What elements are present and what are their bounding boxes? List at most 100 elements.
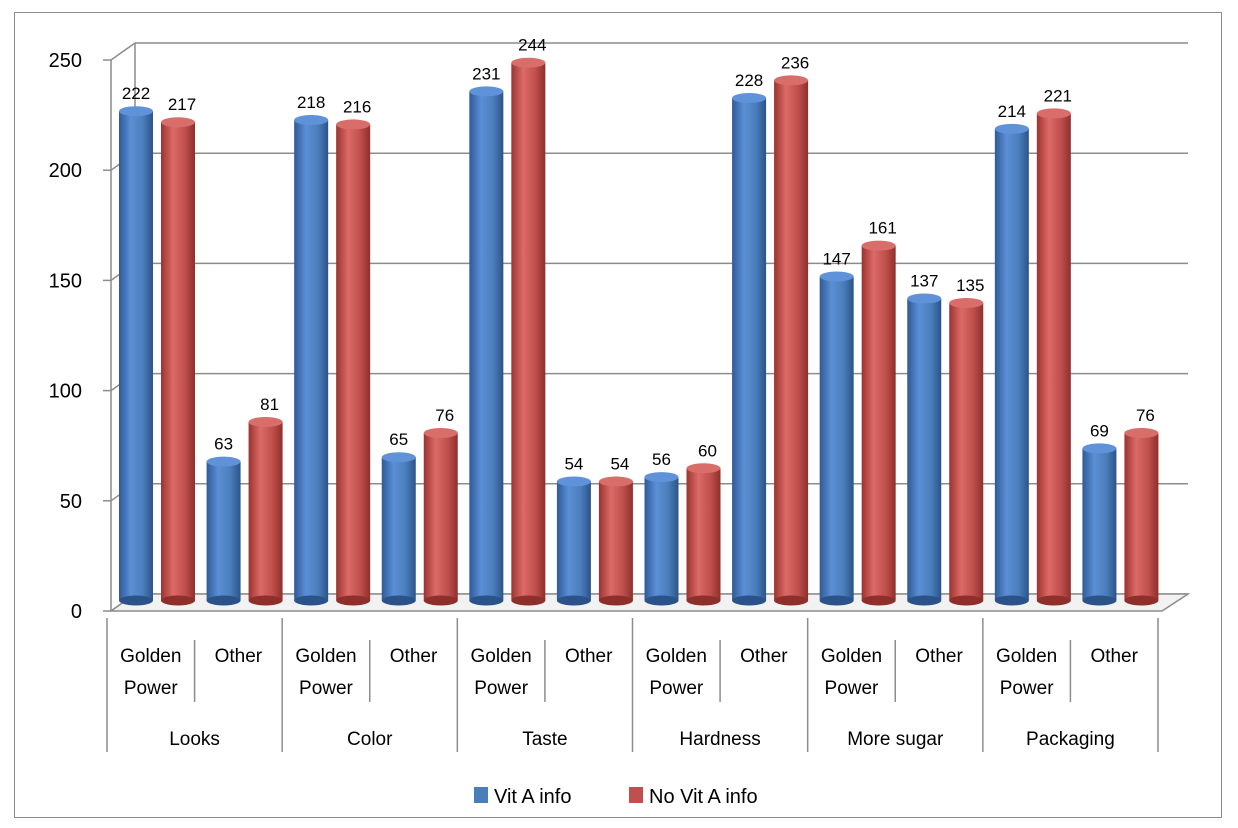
category-label: Looks	[169, 729, 220, 750]
bar-vit-a-info-cap	[1082, 443, 1117, 454]
data-label-no-vit-a-info: 54	[610, 454, 629, 473]
data-label-no-vit-a-info: 81	[260, 395, 279, 414]
bar-vit-a-info-base	[994, 595, 1029, 606]
data-label-vit-a-info: 137	[910, 272, 938, 291]
bar-no-vit-a-info-cap	[336, 119, 371, 130]
y-tick-label: 100	[49, 381, 82, 403]
data-label-vit-a-info: 56	[652, 450, 671, 469]
bar-vit-a-info-cap	[119, 106, 153, 117]
bar-no-vit-a-info-base	[336, 595, 371, 606]
data-labels: 222 217 63 81 218 216 65 76 231 244 54 54 56 60 228 236…	[122, 36, 1155, 474]
data-label-no-vit-a-info: 60	[698, 441, 717, 460]
y-tick-label: 150	[49, 270, 82, 292]
bar-vit-a-info	[1082, 443, 1117, 606]
bar-no-vit-a-info	[686, 463, 721, 606]
data-label-no-vit-a-info: 76	[1136, 406, 1155, 425]
bar-vit-a-info	[994, 123, 1029, 606]
bar-vit-a-info-base	[1082, 595, 1117, 606]
bar-vit-a-info-base	[907, 595, 942, 606]
category-axis-labels: Golden Power Other Looks Golden Power Other Col…	[106, 618, 1159, 752]
subcategory-label: Other	[215, 646, 263, 667]
subcategory-label: Golden	[470, 646, 531, 667]
bar-no-vit-a-info	[949, 297, 984, 606]
legend-label: Vit A info	[494, 786, 571, 808]
bar-no-vit-a-info	[861, 240, 896, 606]
data-label-vit-a-info: 222	[122, 84, 150, 103]
bar-vit-a-info-base	[644, 595, 679, 606]
bar-no-vit-a-info-base	[861, 595, 896, 606]
data-label-no-vit-a-info: 216	[343, 97, 371, 116]
bar-vit-a-info	[907, 293, 942, 606]
bar-vit-a-info	[119, 106, 153, 606]
bar-vit-a-info-cap	[469, 86, 504, 97]
bar-no-vit-a-info-cap	[598, 476, 633, 487]
bar-no-vit-a-info-body	[161, 122, 195, 601]
bar-no-vit-a-info-cap	[686, 463, 721, 474]
data-label-vit-a-info: 228	[735, 71, 763, 90]
bar-vit-a-info	[644, 472, 679, 606]
bar-no-vit-a-info-base	[949, 595, 984, 606]
bar-no-vit-a-info-cap	[949, 297, 984, 308]
bar-vit-a-info-base	[294, 595, 329, 606]
subcategory-label: Power	[474, 678, 529, 699]
legend-swatch	[629, 787, 643, 803]
y-tick-label: 0	[71, 601, 82, 623]
bar-vit-a-info	[206, 456, 241, 606]
bar-vit-a-info	[294, 115, 329, 606]
category-label: Color	[347, 729, 393, 750]
bar-vit-a-info-base	[381, 595, 416, 606]
bar-vit-a-info	[469, 86, 504, 606]
bar-no-vit-a-info	[161, 117, 195, 606]
data-label-vit-a-info: 69	[1090, 421, 1109, 440]
data-label-no-vit-a-info: 217	[168, 95, 196, 114]
subcategory-label: Golden	[996, 646, 1057, 667]
subcategory-label: Golden	[821, 646, 882, 667]
bar-no-vit-a-info-cap	[423, 427, 458, 438]
bar-vit-a-info-body	[994, 128, 1029, 601]
bar-vit-a-info-cap	[907, 293, 942, 304]
subcategory-label: Power	[299, 678, 354, 699]
bar-vit-a-info-base	[119, 595, 153, 606]
subcategory-label: Power	[1000, 678, 1055, 699]
bar-no-vit-a-info-cap	[774, 75, 809, 86]
bar-vit-a-info	[381, 452, 416, 606]
subcategory-label: Other	[740, 646, 788, 667]
bar-no-vit-a-info-body	[598, 481, 633, 601]
y-tick-label: 200	[49, 160, 82, 182]
bar-no-vit-a-info-body	[423, 432, 458, 601]
legend: Vit A info No Vit A info	[474, 786, 758, 808]
bar-vit-a-info-cap	[381, 452, 416, 463]
bar-vit-a-info-body	[119, 111, 153, 601]
subcategory-label: Power	[124, 678, 179, 699]
bar-no-vit-a-info-base	[774, 595, 809, 606]
bar-vit-a-info-cap	[732, 92, 767, 103]
data-label-no-vit-a-info: 135	[956, 276, 984, 295]
bar-vit-a-info-cap	[556, 476, 591, 487]
gridline-diagonal	[110, 42, 136, 61]
bar-no-vit-a-info-base	[686, 595, 721, 606]
bar-vit-a-info-cap	[294, 115, 329, 126]
bar-no-vit-a-info-base	[598, 595, 633, 606]
bar-vit-a-info-cap	[206, 456, 241, 467]
y-tick-label: 250	[49, 50, 82, 72]
bar-vit-a-info-cap	[994, 123, 1029, 134]
data-label-no-vit-a-info: 161	[868, 219, 896, 238]
bar-no-vit-a-info-body	[336, 124, 371, 601]
bar-no-vit-a-info	[248, 416, 283, 606]
legend-swatch	[474, 787, 488, 803]
data-label-vit-a-info: 147	[822, 250, 850, 269]
subcategory-label: Other	[390, 646, 438, 667]
bar-no-vit-a-info	[423, 427, 458, 606]
bar-no-vit-a-info	[1124, 427, 1159, 606]
bar-vit-a-info-body	[907, 298, 942, 601]
bar-vit-a-info-cap	[644, 472, 679, 483]
bar-vit-a-info-body	[819, 276, 854, 601]
bar-no-vit-a-info	[336, 119, 371, 606]
bar-no-vit-a-info-body	[861, 245, 896, 601]
bar-vit-a-info-body	[469, 91, 504, 601]
bar-no-vit-a-info-body	[248, 421, 283, 601]
bar-vit-a-info	[556, 476, 591, 606]
subcategory-label: Other	[1090, 646, 1138, 667]
bar-vit-a-info-base	[556, 595, 591, 606]
bar-no-vit-a-info	[511, 57, 546, 606]
